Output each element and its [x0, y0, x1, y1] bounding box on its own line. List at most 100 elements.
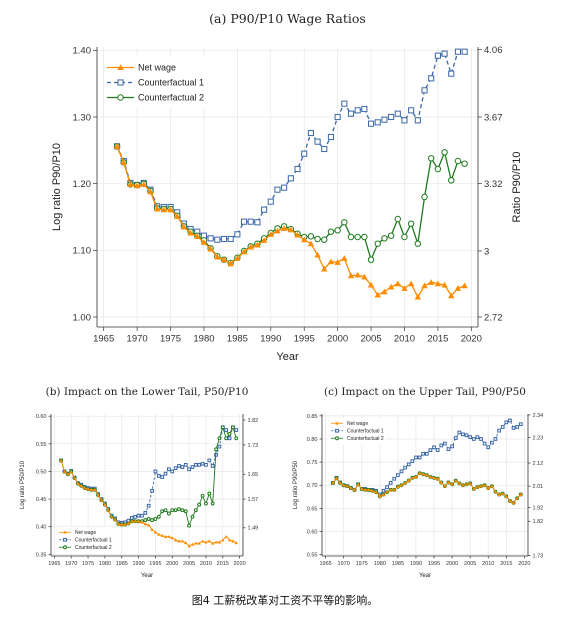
data-point	[204, 540, 208, 544]
data-point	[93, 487, 97, 492]
x-tick-label: 1995	[294, 334, 315, 345]
data-point	[220, 235, 228, 243]
data-point	[321, 145, 328, 153]
data-point	[381, 492, 386, 496]
chart-title: (b) Impact on the Lower Tail, P50/P10	[46, 386, 249, 398]
legend-marker	[117, 64, 124, 71]
data-point	[197, 462, 202, 467]
x-tick-label: 1975	[356, 561, 368, 567]
data-point	[421, 451, 426, 456]
y-tick-label: 0.60	[36, 414, 47, 420]
panel-a-chart: (a) P90/P10 Wage Ratios 1965 1970 1975 1980 1…	[51, 11, 523, 363]
data-point	[399, 469, 404, 474]
data-point	[207, 539, 212, 543]
data-point	[508, 499, 512, 503]
data-point	[475, 485, 480, 489]
data-point	[446, 447, 451, 452]
x-tick-label: 1985	[116, 561, 128, 567]
data-point	[403, 465, 407, 470]
x-tick-label: 1975	[160, 334, 181, 345]
data-point	[490, 484, 494, 488]
data-point	[187, 467, 191, 472]
data-point	[374, 291, 381, 298]
y-axis-label: Log ratio P90/P50	[293, 460, 299, 509]
data-point	[408, 107, 415, 114]
data-point	[338, 481, 342, 485]
data-point	[287, 226, 295, 233]
data-point	[234, 231, 241, 238]
legend-entry: Counterfactual 1	[138, 78, 204, 88]
data-point	[401, 285, 408, 291]
x-tick-label: 2015	[500, 561, 512, 567]
x-tick-label: 2000	[327, 334, 348, 345]
data-point	[450, 482, 454, 486]
data-point	[508, 418, 512, 423]
data-point	[126, 521, 131, 525]
x-tick-label: 1970	[65, 561, 77, 567]
y2-tick-label: 1.92	[533, 505, 544, 511]
y2-tick-label: 3	[484, 246, 489, 257]
data-point	[461, 160, 468, 167]
data-point	[307, 129, 314, 137]
data-point	[394, 215, 402, 223]
legend-entry: Counterfactual 2	[75, 545, 112, 551]
x-axis-label: Year	[419, 573, 431, 579]
data-point	[410, 459, 415, 464]
data-point	[441, 149, 448, 156]
x-tick-label: 1995	[149, 561, 161, 567]
y2-tick-label: 1.82	[533, 519, 544, 525]
x-tick-label: 1985	[392, 561, 404, 567]
legend-marker	[335, 421, 339, 425]
data-point	[240, 218, 248, 225]
data-point	[367, 488, 371, 492]
data-point	[407, 280, 415, 287]
data-point	[454, 285, 462, 291]
data-point	[518, 422, 523, 427]
y-tick-label: 0.55	[307, 553, 318, 559]
data-point	[432, 445, 436, 450]
data-point	[143, 522, 148, 526]
data-point	[515, 425, 520, 429]
data-point	[479, 437, 483, 441]
data-point	[173, 466, 178, 471]
data-point	[174, 213, 181, 219]
data-point	[321, 265, 328, 272]
data-point	[160, 533, 164, 537]
x-tick-label: 2005	[360, 334, 381, 345]
data-point	[193, 462, 198, 467]
data-point	[204, 501, 208, 506]
data-point	[190, 514, 195, 519]
data-point	[166, 511, 171, 516]
data-point	[183, 509, 188, 514]
data-point	[120, 522, 124, 526]
data-point	[461, 483, 465, 487]
data-point	[407, 478, 411, 482]
y-tick-label: 0.35	[36, 552, 47, 558]
data-point	[220, 425, 225, 430]
y2-axis-label: Ratio P90/P10	[511, 152, 523, 223]
y-tick-label: 1.00	[73, 312, 92, 323]
data-point	[425, 473, 429, 477]
data-point	[427, 155, 435, 162]
chart-title: (c) Impact on the Upper Tail, P90/P50	[324, 386, 526, 398]
data-point	[190, 465, 195, 469]
data-point	[446, 480, 451, 484]
data-point	[387, 232, 395, 239]
y-tick-label: 0.55	[36, 442, 47, 448]
data-point	[150, 488, 154, 493]
data-point	[163, 508, 168, 513]
data-point	[392, 476, 397, 481]
data-point	[519, 492, 523, 496]
y2-tick-label: 2.23	[533, 436, 544, 442]
x-tick-label: 1990	[260, 334, 281, 345]
y2-tick-label: 1.82	[248, 418, 259, 424]
data-point	[184, 541, 188, 545]
data-point	[504, 420, 509, 425]
legend-marker	[63, 545, 67, 550]
data-point	[414, 455, 418, 460]
legend-entry: Net wage	[347, 421, 368, 427]
y2-tick-label: 4.06	[484, 45, 503, 56]
data-point	[207, 245, 214, 252]
data-point	[334, 476, 339, 480]
